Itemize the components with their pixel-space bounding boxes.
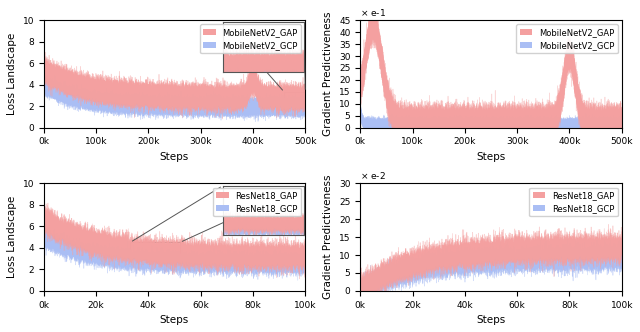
Legend: ResNet18_GAP, ResNet18_GCP: ResNet18_GAP, ResNet18_GCP <box>529 188 618 216</box>
Legend: MobileNetV2_GAP, MobileNetV2_GCP: MobileNetV2_GAP, MobileNetV2_GCP <box>516 25 618 53</box>
Bar <box>284 92 305 106</box>
X-axis label: Steps: Steps <box>476 152 506 162</box>
Y-axis label: Gradient Predictiveness: Gradient Predictiveness <box>323 175 333 299</box>
Y-axis label: Gradient Predictiveness: Gradient Predictiveness <box>323 12 333 136</box>
X-axis label: Steps: Steps <box>160 152 189 162</box>
X-axis label: Steps: Steps <box>160 315 189 325</box>
Text: $\times$ e-2: $\times$ e-2 <box>360 170 386 181</box>
Bar <box>130 242 180 264</box>
Y-axis label: Loss Landscape: Loss Landscape <box>7 196 17 278</box>
Y-axis label: Loss Landscape: Loss Landscape <box>7 33 17 115</box>
Text: $\times$ e-1: $\times$ e-1 <box>360 7 387 18</box>
X-axis label: Steps: Steps <box>476 315 506 325</box>
Legend: ResNet18_GAP, ResNet18_GCP: ResNet18_GAP, ResNet18_GCP <box>213 188 301 216</box>
Legend: MobileNetV2_GAP, MobileNetV2_GCP: MobileNetV2_GAP, MobileNetV2_GCP <box>200 25 301 53</box>
